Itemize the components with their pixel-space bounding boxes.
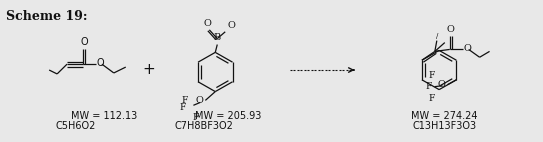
- Text: F: F: [192, 113, 199, 122]
- Text: MW = 205.93: MW = 205.93: [195, 111, 262, 121]
- Text: F: F: [428, 71, 435, 80]
- Text: /: /: [435, 33, 438, 39]
- Text: F: F: [179, 103, 186, 112]
- Text: Scheme 19:: Scheme 19:: [7, 10, 88, 23]
- Text: F: F: [428, 94, 435, 103]
- Text: F: F: [425, 82, 432, 91]
- Text: O: O: [438, 80, 445, 89]
- Text: O: O: [204, 19, 211, 28]
- Text: O: O: [195, 96, 203, 105]
- Text: O: O: [447, 25, 454, 34]
- Text: C7H8BF3O2: C7H8BF3O2: [175, 121, 234, 131]
- Text: C5H6O2: C5H6O2: [56, 121, 96, 131]
- Text: O: O: [227, 21, 235, 30]
- Text: +: +: [142, 61, 155, 77]
- Text: F: F: [181, 96, 187, 105]
- Text: B: B: [213, 33, 221, 42]
- Text: O: O: [464, 44, 471, 53]
- Text: C13H13F3O3: C13H13F3O3: [412, 121, 476, 131]
- Text: MW = 112.13: MW = 112.13: [71, 111, 137, 121]
- Text: O: O: [80, 37, 88, 47]
- Text: O: O: [97, 58, 104, 68]
- Text: MW = 274.24: MW = 274.24: [411, 111, 477, 121]
